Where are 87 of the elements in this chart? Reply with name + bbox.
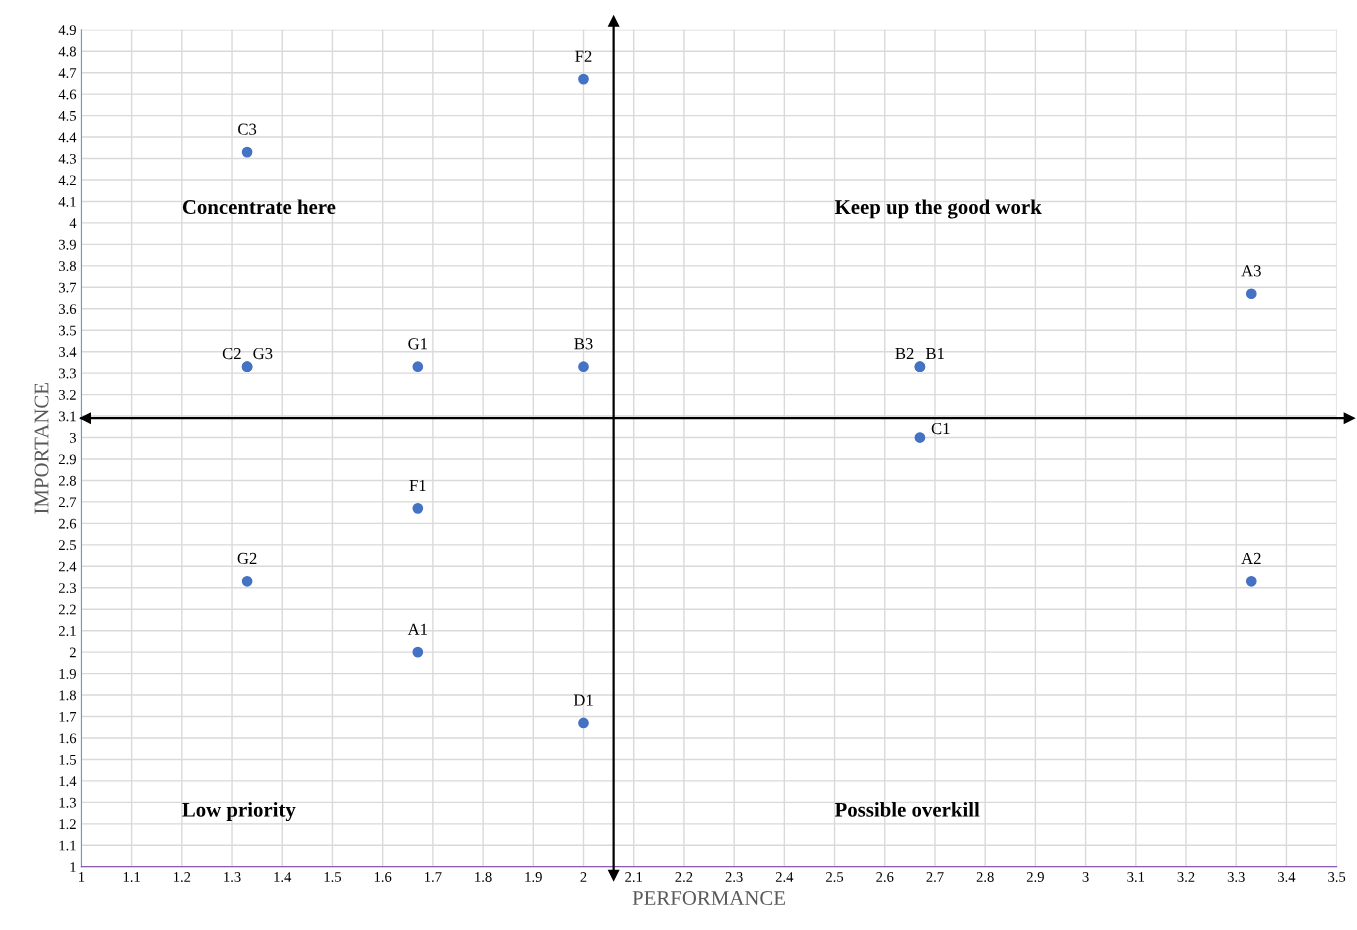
- y-tick-label: 3.4: [59, 347, 77, 357]
- x-tick-label: 1.7: [425, 872, 442, 882]
- annotation: A2: [1241, 552, 1261, 564]
- y-tick-label: 3.1: [59, 411, 76, 422]
- x-tick-label: 1.3: [224, 872, 241, 882]
- y-tick-label: 4.8: [58, 46, 76, 57]
- y-tick-label: 4.2: [58, 175, 76, 186]
- x-tick-label: 2.1: [625, 872, 642, 882]
- y-tick-label: 4.7: [58, 68, 77, 78]
- y-tick-label: 2.1: [58, 626, 76, 636]
- x-tick-label: 1.4: [274, 872, 292, 882]
- x-tick-label: 2.6: [876, 872, 894, 882]
- y-axis-title: IMPORTANCE: [34, 383, 49, 514]
- y-tick-label: 3.3: [59, 368, 76, 379]
- y-tick-label: 1.6: [59, 733, 77, 744]
- y-tick-label: 2.8: [58, 475, 76, 486]
- y-tick-label: 2: [69, 647, 76, 658]
- x-tick-label: 1: [79, 872, 85, 882]
- y-tick-label: 1: [70, 862, 76, 872]
- annotation: A1: [407, 623, 427, 635]
- y-tick-label: 3.9: [59, 239, 76, 250]
- x-tick-label: 3.3: [1227, 872, 1245, 882]
- annotation: Keep up the good work: [834, 199, 1042, 219]
- y-tick-label: 4.4: [58, 132, 77, 143]
- x-tick-label: 2.7: [926, 872, 944, 882]
- x-tick-label: 2.8: [976, 872, 994, 882]
- annotation: F2: [575, 50, 592, 62]
- x-tick-label: 2.3: [725, 872, 743, 882]
- y-tick-label: 4.1: [58, 196, 76, 207]
- y-tick-label: 1.1: [59, 840, 76, 851]
- y-tick-label: 2.2: [58, 604, 76, 615]
- y-tick-label: 1.7: [59, 711, 77, 722]
- x-tick-label: 1.6: [374, 872, 392, 882]
- y-tick-label: 2.9: [58, 454, 76, 465]
- annotation: Concentrate here: [182, 199, 336, 215]
- y-tick-label: 3.5: [59, 325, 76, 336]
- y-tick-label: 2.6: [58, 518, 77, 529]
- x-tick-label: 3.1: [1127, 872, 1145, 882]
- annotation: A3: [1241, 265, 1261, 277]
- annotation: C2: [222, 347, 241, 360]
- x-tick-label: 1.2: [174, 872, 191, 882]
- annotation: G1: [408, 338, 427, 350]
- y-tick-label: 4.9: [58, 25, 76, 36]
- y-tick-label: 3.6: [59, 304, 77, 315]
- y-tick-label: 3.7: [59, 282, 77, 293]
- x-tick-label: 3: [1082, 872, 1089, 882]
- x-tick-label: 2.2: [675, 872, 693, 882]
- y-tick-label: 1.8: [59, 690, 76, 701]
- x-tick-label: 3.4: [1278, 872, 1296, 882]
- annotation: D1: [573, 694, 593, 706]
- x-tick-label: 1.9: [525, 872, 542, 882]
- x-tick-label: 2.9: [1026, 872, 1044, 882]
- annotation: G3: [253, 347, 273, 360]
- y-tick-label: 2.3: [58, 583, 76, 594]
- annotation: G2: [237, 552, 257, 565]
- annotation: B3: [574, 338, 593, 350]
- annotation: C1: [931, 422, 950, 435]
- annotation: Low priority: [182, 802, 296, 822]
- annotation: B1: [925, 347, 944, 360]
- x-tick-label: 2: [580, 872, 587, 882]
- y-tick-label: 3.2: [59, 390, 76, 400]
- y-tick-label: 4: [69, 218, 77, 228]
- y-tick-label: 4.5: [58, 111, 76, 121]
- x-tick-label: 3.2: [1177, 872, 1195, 882]
- y-tick-label: 3.8: [59, 261, 76, 272]
- y-tick-label: 2.5: [58, 540, 76, 551]
- annotation: Possible overkill: [834, 802, 980, 817]
- annotation: C3: [238, 123, 257, 135]
- annotation: B2: [895, 347, 914, 360]
- y-tick-label: 1.4: [59, 776, 77, 787]
- y-tick-label: 2.7: [58, 497, 77, 508]
- x-tick-label: 1.5: [324, 872, 342, 882]
- y-tick-label: 2.4: [58, 561, 77, 572]
- y-tick-label: 1.5: [59, 754, 76, 765]
- y-tick-label: 4.3: [58, 153, 76, 164]
- x-axis-title: PERFORMANCE: [632, 891, 785, 906]
- x-tick-label: 3.5: [1328, 872, 1346, 882]
- y-tick-label: 1.2: [59, 819, 76, 830]
- y-tick-label: 4.6: [58, 89, 77, 100]
- x-tick-label: 1.1: [123, 872, 140, 882]
- x-tick-label: 2.4: [775, 872, 794, 882]
- y-tick-label: 1.3: [59, 797, 76, 808]
- y-tick-label: 3: [69, 432, 76, 443]
- y-tick-label: 1.9: [59, 669, 76, 679]
- annotation: F1: [409, 479, 426, 491]
- x-tick-label: 2.5: [826, 872, 844, 882]
- x-tick-label: 1.8: [475, 872, 492, 882]
